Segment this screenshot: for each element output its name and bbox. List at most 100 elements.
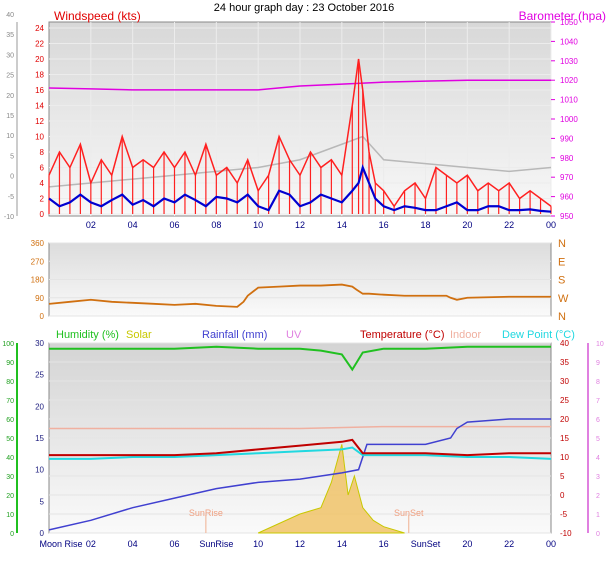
uv-tick-label: 2 — [596, 493, 600, 500]
temp-x-tick-label: SunSet — [411, 539, 441, 549]
wind-tick-label: 22 — [35, 40, 44, 49]
wind-x-tick-label: 14 — [337, 220, 347, 230]
uv-tick-label: 1 — [596, 512, 600, 519]
temp-tick-label: 5 — [560, 472, 565, 481]
legend-item: Indoor — [450, 329, 482, 341]
baro-tick-label: 950 — [560, 212, 574, 221]
temp-x-tick-label: 06 — [169, 539, 179, 549]
barometer-axis-label: Barometer (hpa) — [519, 9, 606, 23]
outer-tick-label: 20 — [6, 93, 14, 100]
humidity-tick-label: 90 — [6, 360, 14, 367]
humidity-tick-label: 100 — [2, 341, 14, 348]
wind-tick-label: 20 — [35, 55, 44, 64]
dir-tick-label: 180 — [31, 276, 45, 285]
outer-tick-label: 30 — [6, 52, 14, 59]
temp-humidity-panel: Humidity (%) Solar Rainfall (mm) UV Temperat… — [2, 329, 604, 549]
wind-tick-label: 16 — [35, 86, 44, 95]
indoor-series-line — [49, 425, 551, 430]
uv-tick-label: 6 — [596, 417, 600, 424]
uv-tick-label: 5 — [596, 436, 600, 443]
legend-item: UV — [286, 329, 302, 341]
compass-label: W — [558, 293, 569, 305]
temp-x-tick-label: 16 — [379, 539, 389, 549]
rain-tick-label: 25 — [35, 371, 44, 380]
wind-tick-label: 4 — [40, 179, 45, 188]
gust-series-line — [48, 58, 552, 208]
temp-x-tick-label: 20 — [462, 539, 472, 549]
wind-baro-panel: Windspeed (kts) Barometer (hpa) 02468101… — [4, 9, 606, 230]
baro-tick-label: 1050 — [560, 18, 578, 27]
dewpoint-series-line — [49, 446, 552, 460]
temp-x-tick-label: 02 — [86, 539, 96, 549]
outer-tick-label: 0 — [10, 174, 14, 181]
baro-tick-label: 1000 — [560, 115, 578, 124]
solar-area — [257, 444, 405, 534]
outer-tick-label: 40 — [6, 12, 14, 19]
humidity-tick-label: 40 — [6, 455, 14, 462]
wind-tick-label: 2 — [40, 195, 45, 204]
outer-tick-label: 35 — [6, 32, 14, 39]
wind-x-tick-label: 18 — [420, 220, 430, 230]
temp-tick-label: 15 — [560, 434, 569, 443]
humidity-tick-label: 60 — [6, 417, 14, 424]
outer-tick-label: 5 — [10, 153, 14, 160]
wind-tick-label: 6 — [40, 164, 45, 173]
compass-label: S — [558, 275, 565, 287]
baro-tick-label: 1010 — [560, 96, 578, 105]
wind-tick-label: 18 — [35, 71, 44, 80]
rain-tick-label: 0 — [40, 529, 45, 538]
sun-annotation: SunSet — [394, 508, 424, 518]
wind-x-tick-label: 04 — [128, 220, 138, 230]
compass-label: N — [558, 238, 566, 250]
wind-tick-label: 24 — [35, 24, 44, 33]
rain-tick-label: 30 — [35, 339, 44, 348]
rain-tick-label: 10 — [35, 466, 44, 475]
baro-tick-label: 1020 — [560, 76, 578, 85]
outer-tick-label: 10 — [6, 133, 14, 140]
compass-label: E — [558, 256, 565, 268]
baro-tick-label: 990 — [560, 134, 574, 143]
uv-tick-label: 3 — [596, 474, 600, 481]
rain-series-line — [48, 418, 551, 531]
dir-tick-label: 360 — [31, 239, 45, 248]
uv-tick-label: 7 — [596, 398, 600, 405]
temp-x-tick-label: Moon Rise — [39, 539, 82, 549]
dir-tick-label: 0 — [40, 312, 45, 321]
wind-tick-label: 14 — [35, 102, 44, 111]
legend-item: Rainfall (mm) — [202, 329, 267, 341]
temp-tick-label: -10 — [560, 529, 572, 538]
temperature-series-line — [49, 438, 551, 457]
wind-x-tick-label: 06 — [169, 220, 179, 230]
legend-item: Solar — [126, 329, 152, 341]
temp-tick-label: 35 — [560, 358, 569, 367]
temp-tick-label: 20 — [560, 415, 569, 424]
windspeed-axis-label: Windspeed (kts) — [54, 9, 141, 23]
temp-x-tick-label: 12 — [295, 539, 305, 549]
temp-tick-label: 10 — [560, 453, 569, 462]
temp-x-tick-label: 04 — [128, 539, 138, 549]
baro-tick-label: 970 — [560, 173, 574, 182]
wind-tick-label: 12 — [35, 117, 44, 126]
legend-item: Dew Point (°C) — [502, 329, 575, 341]
compass-label: N — [558, 311, 566, 323]
humidity-tick-label: 50 — [6, 436, 14, 443]
temp-tick-label: 0 — [560, 491, 565, 500]
wind-tick-label: 8 — [40, 148, 45, 157]
uv-tick-label: 4 — [596, 455, 600, 462]
temp-tick-label: 40 — [560, 339, 569, 348]
temp-x-tick-label: 22 — [504, 539, 514, 549]
temp-tick-label: 25 — [560, 396, 569, 405]
legend-item: Humidity (%) — [56, 329, 119, 341]
humidity-tick-label: 20 — [6, 493, 14, 500]
rain-tick-label: 20 — [35, 402, 44, 411]
temp-x-tick-label: 14 — [337, 539, 347, 549]
humidity-series-line — [49, 345, 551, 372]
wind-x-tick-label: 12 — [295, 220, 305, 230]
uv-tick-label: 9 — [596, 360, 600, 367]
wind-x-tick-label: 02 — [86, 220, 96, 230]
humidity-tick-label: 70 — [6, 398, 14, 405]
outer-tick-label: -10 — [4, 214, 14, 221]
baro-tick-label: 980 — [560, 154, 574, 163]
